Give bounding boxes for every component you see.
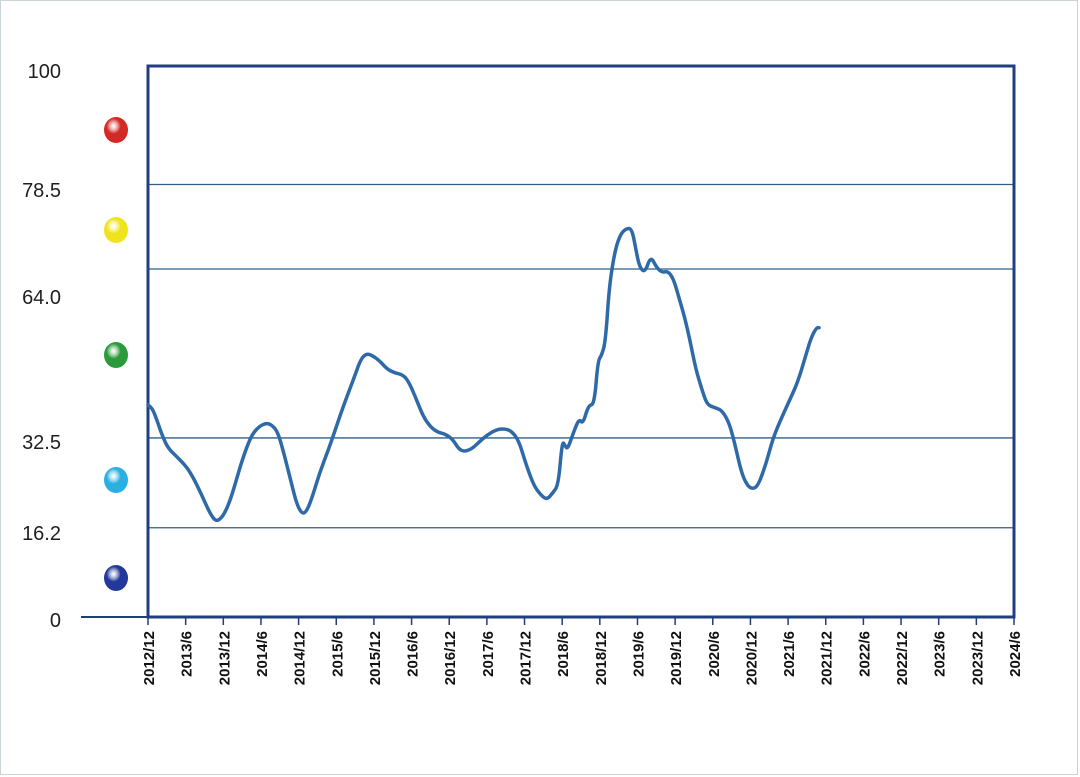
x-tick-label: 2013/6 xyxy=(179,631,196,677)
x-tick-label: 2014/12 xyxy=(292,631,309,685)
plot-area xyxy=(146,64,1016,619)
y-axis-ticks: 100 78.5 64.0 32.5 16.2 0 xyxy=(22,61,61,632)
x-tick-label: 2015/6 xyxy=(329,631,346,677)
x-tick-label: 2018/6 xyxy=(555,631,572,677)
x-tick-label: 2023/12 xyxy=(969,631,986,685)
x-tick-label: 2015/12 xyxy=(367,631,384,685)
grid-lines xyxy=(148,183,1014,529)
x-tick-label: 2023/6 xyxy=(932,631,949,677)
y-tick-label: 78.5 xyxy=(22,180,61,202)
x-tick-label: 2019/12 xyxy=(668,631,685,685)
series-layer xyxy=(146,226,821,523)
series-line-0 xyxy=(146,226,821,523)
x-tick-label: 2017/6 xyxy=(480,631,497,677)
x-tick-label: 2016/6 xyxy=(405,631,422,677)
y-tick-label: 64.0 xyxy=(22,287,61,309)
x-tick-label: 2020/12 xyxy=(743,631,760,685)
x-tick-label: 2022/6 xyxy=(856,631,873,677)
zone-marker-dot xyxy=(104,565,128,591)
y-tick-label: 32.5 xyxy=(22,432,61,454)
zone-marker-dot xyxy=(104,117,128,143)
plot-border xyxy=(146,64,1016,619)
x-tick-label: 2012/12 xyxy=(141,631,158,685)
x-axis-ticks: 2012/12 2013/6 2013/12 2014/6 2014/12 2015/6 2… xyxy=(81,616,1024,685)
x-tick-label: 2016/12 xyxy=(442,631,459,685)
zone-marker-dot xyxy=(104,217,128,243)
x-tick-label: 2017/12 xyxy=(518,631,535,685)
x-tick-label: 2014/6 xyxy=(254,631,271,677)
x-tick-label: 2020/6 xyxy=(706,631,723,677)
x-tick-label: 2021/12 xyxy=(819,631,836,685)
x-tick-label: 2024/6 xyxy=(1007,631,1024,677)
x-tick-label: 2019/6 xyxy=(630,631,647,677)
y-tick-label: 0 xyxy=(50,610,61,632)
x-tick-label: 2021/6 xyxy=(781,631,798,677)
x-tick-label: 2022/12 xyxy=(894,631,911,685)
y-tick-label: 100 xyxy=(28,61,61,83)
zone-markers xyxy=(104,117,128,591)
zone-marker-dot xyxy=(104,342,128,368)
zone-marker-dot xyxy=(104,467,128,493)
x-tick-label: 2018/12 xyxy=(593,631,610,685)
y-tick-label: 16.2 xyxy=(22,523,61,545)
x-tick-label: 2013/12 xyxy=(216,631,233,685)
